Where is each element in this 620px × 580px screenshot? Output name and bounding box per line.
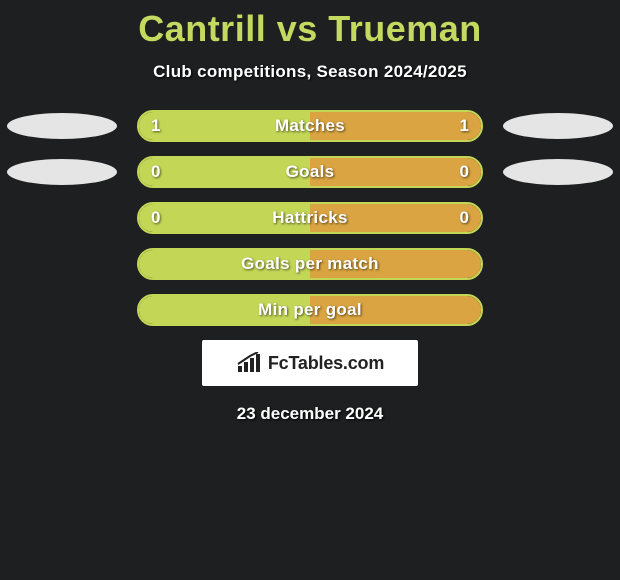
stat-row: Min per goal <box>0 294 620 326</box>
stat-label: Matches <box>139 112 481 140</box>
left-ellipse-slot <box>7 159 117 185</box>
page-title: Cantrill vs Trueman <box>0 8 620 50</box>
right-player-ellipse <box>503 159 613 185</box>
branding-badge: FcTables.com <box>202 340 418 386</box>
stat-value-right: 0 <box>460 204 469 232</box>
chart-icon <box>236 352 262 374</box>
stat-bar: Min per goal <box>137 294 483 326</box>
right-ellipse-slot <box>503 113 613 139</box>
stat-row: Hattricks0 0 <box>0 202 620 234</box>
comparison-container: Cantrill vs Trueman Club competitions, S… <box>0 0 620 424</box>
left-ellipse-slot <box>7 113 117 139</box>
stat-value-left: 0 <box>151 158 160 186</box>
stat-row: Goals per match <box>0 248 620 280</box>
left-player-ellipse <box>7 113 117 139</box>
stats-list: Matches11Goals00Hattricks00Goals per mat… <box>0 110 620 326</box>
stat-label: Goals <box>139 158 481 186</box>
stat-label: Min per goal <box>139 296 481 324</box>
stat-bar: Hattricks0 0 <box>137 202 483 234</box>
date-stamp: 23 december 2024 <box>0 404 620 424</box>
stat-bar: Goals0 0 <box>137 156 483 188</box>
stat-bar: Matches1 1 <box>137 110 483 142</box>
right-player-ellipse <box>503 113 613 139</box>
stat-row: Matches1 1 <box>0 110 620 142</box>
branding-text: FcTables.com <box>268 353 384 374</box>
stat-value-right: 0 <box>460 158 469 186</box>
stat-label: Hattricks <box>139 204 481 232</box>
stat-value-right: 1 <box>460 112 469 140</box>
right-ellipse-slot <box>503 159 613 185</box>
stat-value-left: 1 <box>151 112 160 140</box>
subtitle: Club competitions, Season 2024/2025 <box>0 62 620 82</box>
left-player-ellipse <box>7 159 117 185</box>
stat-label: Goals per match <box>139 250 481 278</box>
stat-row: Goals0 0 <box>0 156 620 188</box>
stat-bar: Goals per match <box>137 248 483 280</box>
stat-value-left: 0 <box>151 204 160 232</box>
